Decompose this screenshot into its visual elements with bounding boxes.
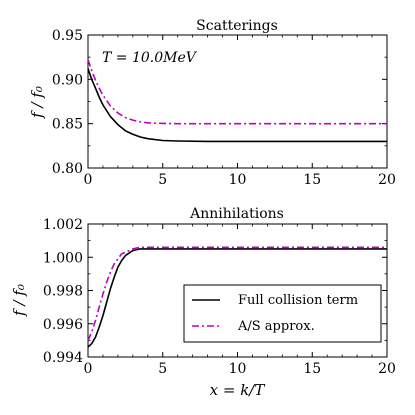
x-tick-label: 20 xyxy=(378,361,396,377)
series-as-approx xyxy=(87,246,387,341)
top-panel-ylabel: f / f₀ xyxy=(28,86,46,119)
top-panel: 0 5 10 15 20 0.80 0.85 0.90 0.95 xyxy=(52,28,396,188)
legend-label-full: Full collision term xyxy=(238,293,358,308)
bottom-panel: 0 5 10 15 20 0.994 0.996 0.998 1.000 1.002 xyxy=(43,217,396,377)
y-tick-label: 0.80 xyxy=(52,161,83,177)
y-tick-label: 0.998 xyxy=(43,284,83,300)
x-tick-label: 0 xyxy=(84,172,93,188)
legend-label-approx: A/S approx. xyxy=(237,319,315,334)
y-tick-label: 0.90 xyxy=(52,72,83,88)
bottom-panel-title: Annihilations xyxy=(189,206,284,222)
legend-box xyxy=(183,284,382,343)
x-tick-label: 15 xyxy=(303,361,321,377)
series-full-collision-term xyxy=(87,248,387,348)
legend: Full collision term A/S approx. xyxy=(183,284,382,343)
y-tick-label: 0.994 xyxy=(43,350,83,366)
bottom-panel-xlabel: x = k/T xyxy=(210,381,266,399)
y-tick-label: 1.000 xyxy=(43,250,83,266)
y-tick-label: 0.95 xyxy=(52,28,83,44)
x-tick-label: 15 xyxy=(303,172,321,188)
x-tick-label: 20 xyxy=(378,172,396,188)
series-full-collision-term xyxy=(87,68,387,143)
top-panel-title: Scatterings xyxy=(196,18,278,34)
top-panel-annotation: T = 10.0MeV xyxy=(102,50,198,66)
x-tick-label: 0 xyxy=(84,361,93,377)
x-tick-label: 5 xyxy=(158,361,167,377)
x-tick-label: 10 xyxy=(229,361,247,377)
x-tick-label: 5 xyxy=(158,172,167,188)
x-tick-label: 10 xyxy=(229,172,247,188)
bottom-panel-ylabel: f / f₀ xyxy=(10,284,28,317)
y-tick-label: 1.002 xyxy=(43,217,83,233)
y-tick-label: 0.996 xyxy=(43,317,83,333)
series-as-approx xyxy=(87,59,387,125)
y-tick-label: 0.85 xyxy=(52,117,83,133)
